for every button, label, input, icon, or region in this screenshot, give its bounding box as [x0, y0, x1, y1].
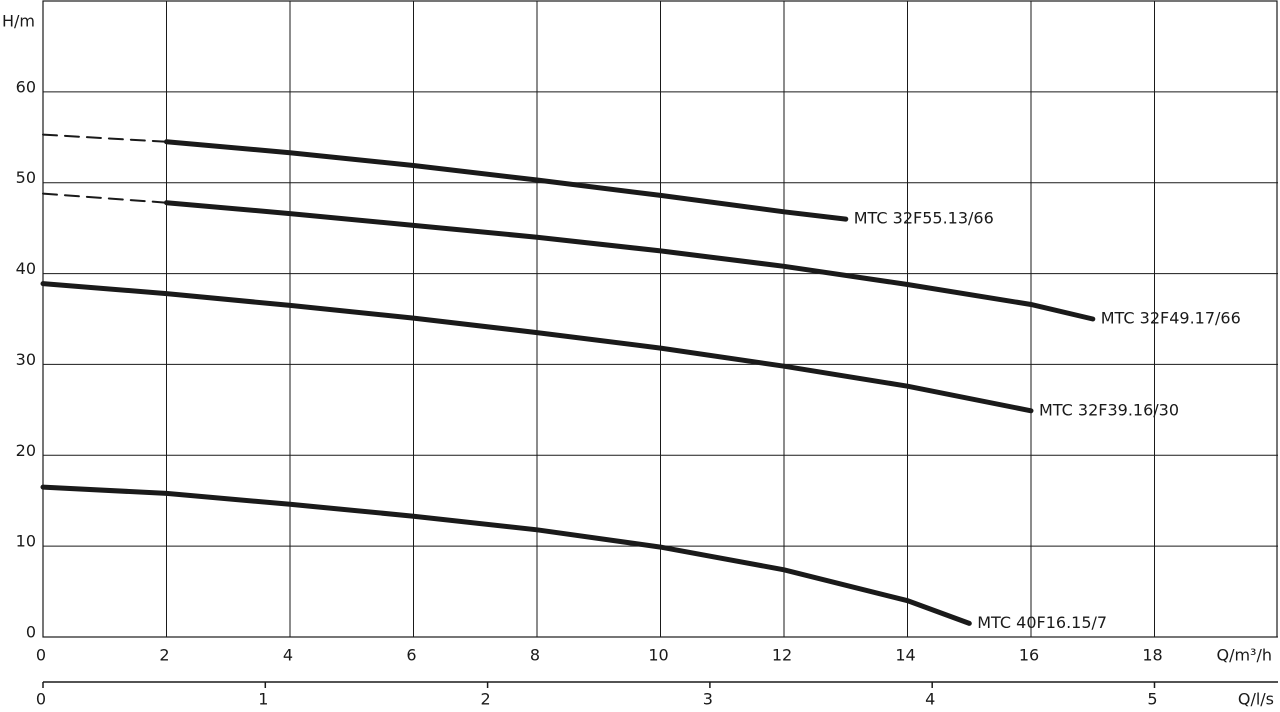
x-tick-label: 14 — [895, 646, 915, 665]
y-tick-label: 60 — [16, 77, 36, 96]
x-tick-label: 6 — [406, 646, 416, 665]
curve-label: MTC 40F16.15/7 — [977, 613, 1107, 632]
y-tick-label: 30 — [16, 350, 36, 369]
x-tick-label: 12 — [772, 646, 792, 665]
x-axis-label: Q/m³/h — [1216, 646, 1272, 665]
x2-axis-label: Q/l/s — [1238, 690, 1274, 709]
x-tick-label: 16 — [1019, 646, 1039, 665]
x2-tick-label: 1 — [258, 690, 268, 709]
x-tick-label: 8 — [530, 646, 540, 665]
y-tick-label: 0 — [26, 623, 36, 642]
x2-tick-label: 3 — [703, 690, 713, 709]
curve-label: MTC 32F39.16/30 — [1039, 400, 1179, 419]
y-axis-label: H/m — [2, 12, 35, 31]
y-tick-label: 40 — [16, 259, 36, 278]
x-tick-label: 0 — [36, 646, 46, 665]
curve-dashed — [42, 133, 168, 143]
x-tick-label: 18 — [1142, 646, 1162, 665]
curve-label: MTC 32F55.13/66 — [854, 209, 994, 228]
curve — [164, 139, 849, 222]
x-tick-label: 10 — [648, 646, 668, 665]
y-tick-label: 20 — [16, 441, 36, 460]
x2-tick-label: 2 — [481, 690, 491, 709]
y-tick-label: 10 — [16, 532, 36, 551]
curve — [40, 484, 972, 626]
curve-label: MTC 32F49.17/66 — [1101, 309, 1241, 328]
curve — [40, 281, 1034, 414]
curve-dashed — [42, 192, 168, 204]
y-tick-label: 50 — [16, 168, 36, 187]
x-tick-label: 2 — [159, 646, 169, 665]
x-tick-label: 4 — [283, 646, 293, 665]
x2-tick-label: 5 — [1147, 690, 1157, 709]
x2-tick-label: 0 — [36, 690, 46, 709]
x2-tick-label: 4 — [925, 690, 935, 709]
curve — [164, 200, 1096, 322]
